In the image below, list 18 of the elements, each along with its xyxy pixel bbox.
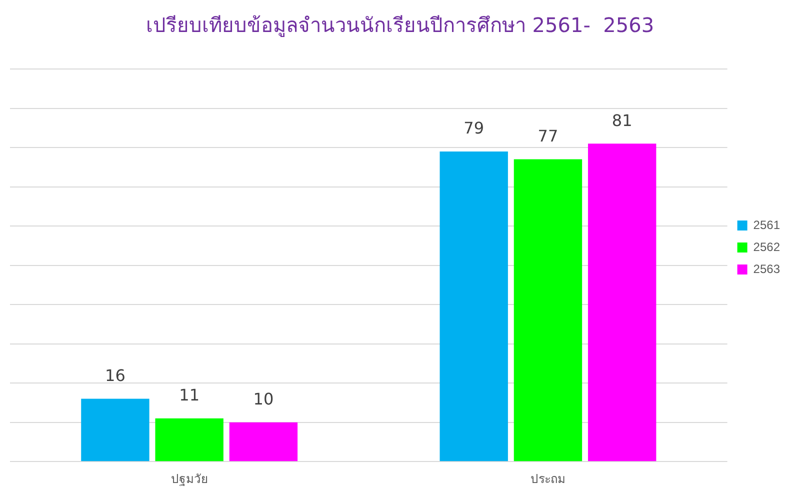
data-label: 11 xyxy=(179,386,200,405)
bar xyxy=(440,151,508,462)
chart-title: เปรียบเทียบข้อมูลจำนวนนักเรียนปีการศึกษา 2561- 2563 xyxy=(146,13,654,38)
bar xyxy=(81,398,150,462)
data-label: 10 xyxy=(253,389,274,408)
legend-label: 2563 xyxy=(753,262,780,276)
bar xyxy=(229,422,298,462)
data-label: 79 xyxy=(464,118,484,138)
legend-label: 2561 xyxy=(753,218,780,232)
data-label: 16 xyxy=(105,366,126,385)
bar xyxy=(514,159,582,462)
x-tick-label: ประถม xyxy=(530,472,566,486)
legend-label: 2562 xyxy=(753,240,780,254)
bar xyxy=(155,418,224,462)
data-label: 81 xyxy=(612,110,632,130)
data-label: 77 xyxy=(538,126,558,146)
bar xyxy=(588,144,656,462)
x-tick-label: ปฐมวัย xyxy=(170,472,208,486)
